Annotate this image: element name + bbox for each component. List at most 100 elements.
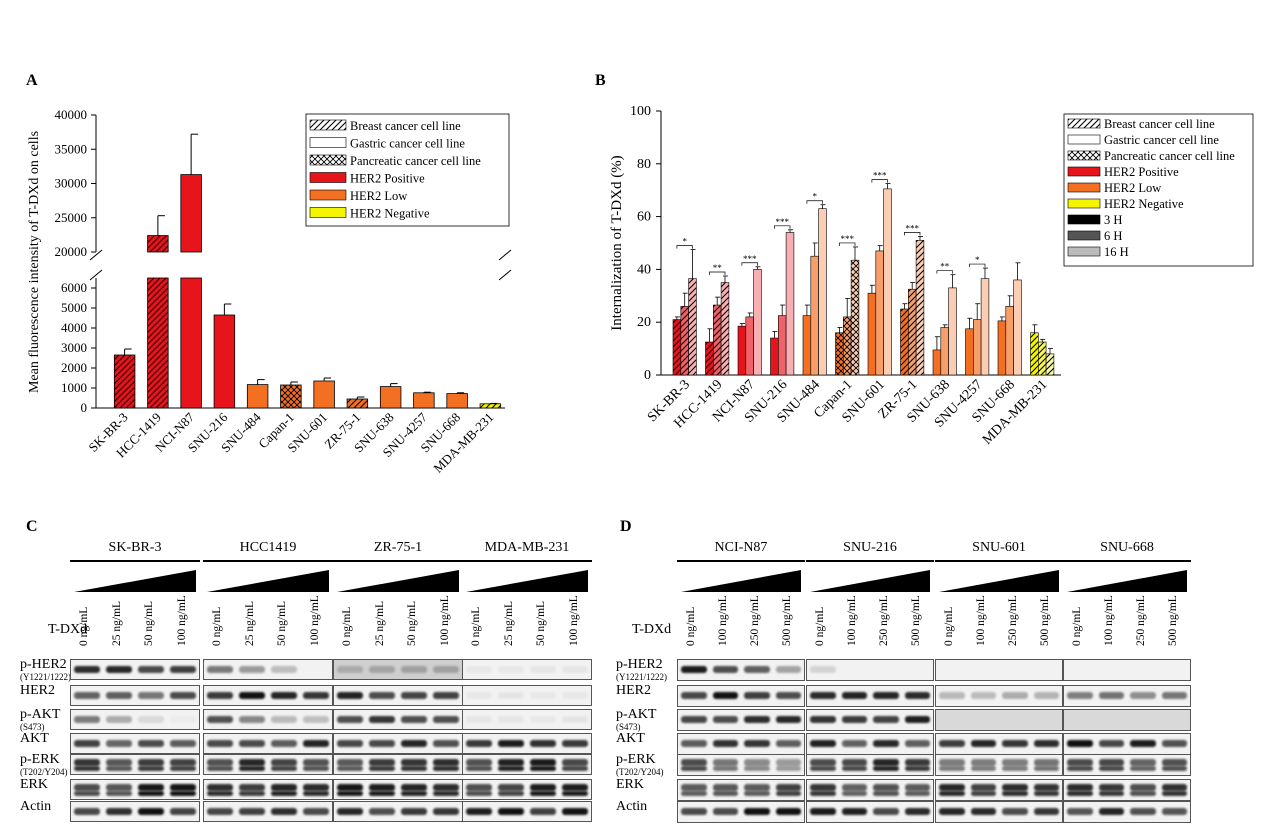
- blot-band: [498, 691, 524, 699]
- protein-label: p-AKT (S473): [616, 707, 657, 732]
- bar-16h: [948, 287, 957, 376]
- bar-6h: [1005, 306, 1014, 376]
- legend-swatch: [1067, 246, 1101, 257]
- concentration-label: 50 ng/mL: [535, 600, 548, 646]
- blot-band: [74, 807, 100, 815]
- concentration-label: 25 ng/mL: [243, 600, 256, 646]
- legend-swatch: [1067, 166, 1101, 177]
- blot-strip: [70, 709, 200, 730]
- concentration-label: 100 ng/mL: [975, 595, 987, 646]
- blot-band: [530, 758, 556, 766]
- concentration-wedge: [810, 570, 930, 592]
- axis-break-mark: [498, 269, 512, 281]
- significance-bracket: [709, 271, 726, 275]
- blot-band: [810, 808, 836, 815]
- blot-strip: [1063, 754, 1191, 776]
- blot-band: [904, 791, 930, 796]
- protein-label: Actin: [20, 799, 52, 814]
- blot-band: [401, 715, 427, 723]
- blot-strip: [677, 685, 805, 707]
- y-tick-label: 4000: [61, 320, 87, 335]
- wedge-triangle: [1067, 570, 1187, 592]
- blot-band: [939, 808, 965, 815]
- blot-band: [106, 665, 132, 673]
- blot-band: [369, 758, 395, 766]
- blot-band: [562, 765, 588, 771]
- bar-pattern: [843, 316, 852, 375]
- blot-band: [433, 758, 459, 766]
- y-tick-label: 60: [637, 210, 651, 225]
- blot-band: [1161, 740, 1187, 747]
- blot-band: [207, 691, 233, 699]
- blot-band: [498, 783, 524, 791]
- chart-b-internalization: 0 20 40 60 80 100 Internalization of T-DXd (%)…: [609, 104, 1254, 448]
- blot-band: [744, 692, 770, 699]
- blot-band: [1033, 766, 1059, 771]
- bar-3h: [997, 320, 1007, 376]
- blot-band: [498, 807, 524, 815]
- legend-label: HER2 Low: [350, 189, 407, 203]
- blot-band: [74, 758, 100, 766]
- concentration-label: 100 ng/mL: [846, 595, 858, 646]
- blot-band: [873, 716, 899, 723]
- blot-band: [841, 808, 867, 815]
- cell-line-underline: [333, 560, 463, 562]
- blot-band: [841, 766, 867, 771]
- blot-band: [970, 791, 996, 796]
- blot-strip: [677, 709, 805, 731]
- blot-band: [712, 784, 738, 791]
- blot-band: [337, 665, 363, 673]
- blot-band: [1130, 692, 1156, 699]
- blot-band: [303, 765, 329, 771]
- blot-band: [170, 765, 196, 771]
- blot-strip: [462, 801, 592, 822]
- y-tick-label: 80: [637, 157, 651, 172]
- blot-band: [170, 665, 196, 673]
- blot-strip: [462, 754, 592, 775]
- blot-band: [1033, 692, 1059, 699]
- bar: [180, 277, 202, 409]
- blot-band: [775, 740, 801, 747]
- blot-strip: [806, 801, 934, 823]
- blot-band: [775, 808, 801, 815]
- blot-strip: [203, 733, 333, 754]
- blot-band: [1098, 766, 1124, 771]
- blot-strip: [203, 801, 333, 822]
- blot-band: [239, 790, 265, 796]
- blot-band: [1033, 784, 1059, 791]
- blot-band: [207, 739, 233, 747]
- cell-line-title: SNU-668: [1100, 540, 1154, 555]
- blot-band: [337, 715, 363, 723]
- concentration-label: 100 ng/mL: [717, 595, 729, 646]
- legend-label: HER2 Low: [1104, 181, 1161, 195]
- concentration-wedge: [74, 570, 196, 592]
- legend-label: Gastric cancer cell line: [350, 137, 465, 151]
- blot-strip: [1063, 685, 1191, 707]
- blot-band: [775, 791, 801, 796]
- bar-pattern: [900, 309, 909, 375]
- blot-band: [681, 740, 707, 747]
- bar-6h: [745, 316, 754, 376]
- blot-band: [74, 739, 100, 747]
- blot-band: [1002, 784, 1028, 791]
- blot-band: [873, 791, 899, 796]
- blot-band: [106, 691, 132, 699]
- y-tick-label: 35000: [55, 141, 88, 156]
- blot-band: [303, 691, 329, 699]
- cell-line-title: ZR-75-1: [373, 540, 423, 555]
- blot-band: [681, 791, 707, 796]
- blot-band: [1098, 808, 1124, 815]
- blot-band: [303, 758, 329, 766]
- blot-band: [138, 790, 164, 796]
- blot-band: [337, 758, 363, 766]
- blot-band: [401, 765, 427, 771]
- blot-band: [271, 790, 297, 796]
- bar-16h: [883, 188, 892, 376]
- blot-band: [337, 807, 363, 815]
- blot-band: [810, 766, 836, 771]
- blot-strip: [806, 709, 934, 731]
- panel-letter-b: B: [595, 72, 606, 89]
- legend-swatch-pattern: [310, 155, 346, 165]
- blot-band: [744, 666, 770, 673]
- blot-band: [1130, 808, 1156, 815]
